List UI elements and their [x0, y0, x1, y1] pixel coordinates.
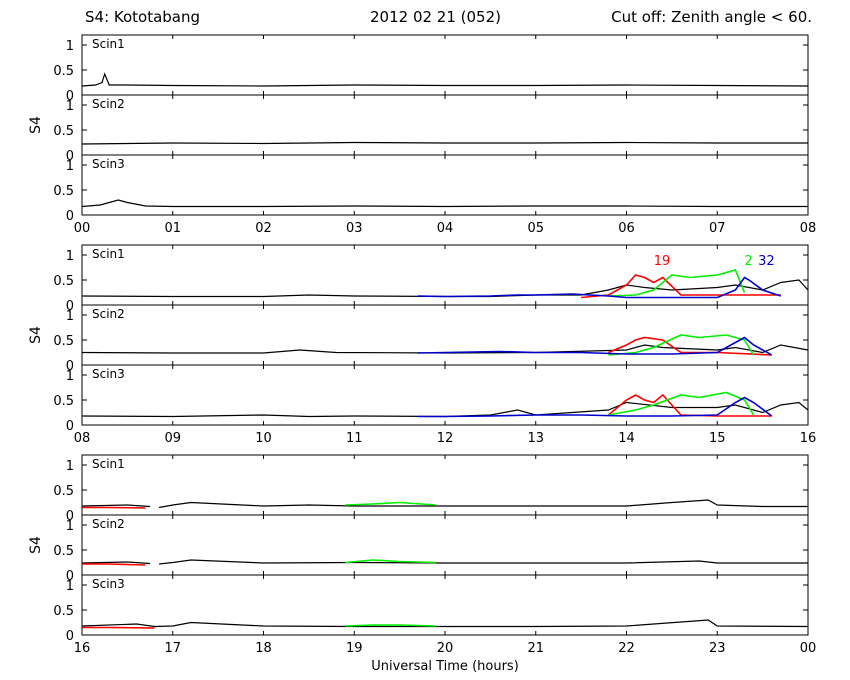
series-line-green: [608, 391, 755, 416]
series-line-blue: [417, 276, 782, 299]
y-tick-label: 0.5: [53, 484, 74, 499]
series-line-green: [345, 501, 436, 506]
x-tick-label: 20: [437, 641, 454, 656]
x-tick-label: 08: [800, 221, 817, 236]
y-tick-label: 0: [66, 89, 74, 104]
y-tick-label: 0.5: [53, 184, 74, 199]
x-tick-label: 12: [437, 431, 454, 446]
series-line-black: [81, 141, 808, 145]
date-title: 2012 02 21 (052): [370, 8, 501, 26]
prn-label: 2: [744, 254, 752, 269]
series-line-red: [82, 563, 146, 566]
y-tick-label: 1: [66, 159, 74, 174]
panel-label: Scin1: [92, 37, 125, 51]
series-line-green: [345, 624, 436, 627]
x-tick-label: 19: [346, 641, 363, 656]
y-tick-label: 0: [66, 509, 74, 524]
x-tick-label: 14: [618, 431, 635, 446]
x-tick-label: 21: [527, 641, 544, 656]
y-axis-label: S4: [28, 536, 44, 554]
panel-label: Scin1: [92, 247, 125, 261]
y-tick-label: 0: [66, 629, 74, 644]
x-tick-label: 15: [709, 431, 726, 446]
prn-label: 32: [758, 254, 775, 269]
x-tick-label: 06: [618, 221, 635, 236]
y-axis-label: S4: [28, 326, 44, 344]
y-tick-label: 1: [66, 99, 74, 114]
series-line-black: [81, 279, 809, 298]
y-tick-label: 0.5: [53, 124, 74, 139]
x-tick-label: 13: [527, 431, 544, 446]
y-tick-label: 1: [66, 579, 74, 594]
y-tick-label: 0.5: [53, 394, 74, 409]
series-line-red: [581, 274, 781, 299]
x-tick-label: 17: [164, 641, 181, 656]
series-line-black: [81, 72, 809, 87]
series-line-blue: [417, 336, 773, 356]
series-line-black: [81, 199, 808, 208]
panel-frame: [81, 94, 809, 156]
y-tick-label: 0.5: [53, 64, 74, 79]
y-tick-label: 0: [66, 299, 74, 314]
y-tick-label: 0.5: [53, 544, 74, 559]
panel-label: Scin3: [92, 367, 125, 381]
x-tick-label: 16: [800, 431, 817, 446]
series-line-black: [81, 344, 809, 354]
y-tick-label: 0: [66, 149, 74, 164]
panel-label: Scin3: [92, 577, 125, 591]
x-tick-label: 09: [164, 431, 181, 446]
x-tick-label: 02: [255, 221, 272, 236]
x-tick-label: 22: [618, 641, 635, 656]
panel-label: Scin3: [92, 157, 125, 171]
y-tick-label: 1: [66, 519, 74, 534]
y-tick-label: 0.5: [53, 604, 74, 619]
y-tick-label: 1: [66, 39, 74, 54]
series-line-black: [81, 401, 809, 418]
x-tick-label: 04: [437, 221, 454, 236]
y-tick-label: 1: [66, 309, 74, 324]
y-tick-label: 0.5: [53, 334, 74, 349]
x-tick-label: 18: [255, 641, 272, 656]
series-line-green: [608, 269, 746, 297]
y-tick-label: 1: [66, 369, 74, 384]
x-tick-label: 00: [74, 221, 91, 236]
series-line-black: [81, 559, 808, 565]
y-tick-label: 1: [66, 249, 74, 264]
panel-label: Scin2: [92, 517, 125, 531]
x-tick-label: 11: [346, 431, 363, 446]
x-axis-label: Universal Time (hours): [371, 659, 519, 674]
y-axis-label: S4: [28, 116, 44, 134]
series-line-red: [82, 506, 146, 509]
series-line-green: [345, 559, 436, 564]
x-tick-label: 23: [709, 641, 726, 656]
x-tick-label: 08: [74, 431, 91, 446]
y-tick-label: 0: [66, 359, 74, 374]
panel-label: Scin2: [92, 307, 125, 321]
series-line-red: [82, 626, 155, 629]
prn-label: 19: [654, 254, 671, 269]
panel-frame: [81, 514, 809, 576]
panel-label: Scin2: [92, 97, 125, 111]
x-tick-label: 00: [800, 641, 817, 656]
panel-label: Scin1: [92, 457, 125, 471]
cutoff-title: Cut off: Zenith angle < 60.: [611, 8, 812, 26]
y-tick-label: 0: [66, 419, 74, 434]
y-tick-label: 0: [66, 209, 74, 224]
y-tick-label: 1: [66, 459, 74, 474]
x-tick-label: 16: [74, 641, 91, 656]
station-title: S4: Kototabang: [85, 8, 201, 26]
x-tick-label: 07: [709, 221, 726, 236]
series-line-black: [81, 499, 808, 509]
y-tick-label: 0: [66, 569, 74, 584]
series-line-black: [81, 619, 809, 628]
panel-frame: [81, 304, 809, 366]
series-line-blue: [417, 396, 773, 418]
x-tick-label: 01: [164, 221, 181, 236]
x-tick-label: 10: [255, 431, 272, 446]
y-tick-label: 0.5: [53, 274, 74, 289]
x-tick-label: 03: [346, 221, 363, 236]
x-tick-label: 05: [527, 221, 544, 236]
